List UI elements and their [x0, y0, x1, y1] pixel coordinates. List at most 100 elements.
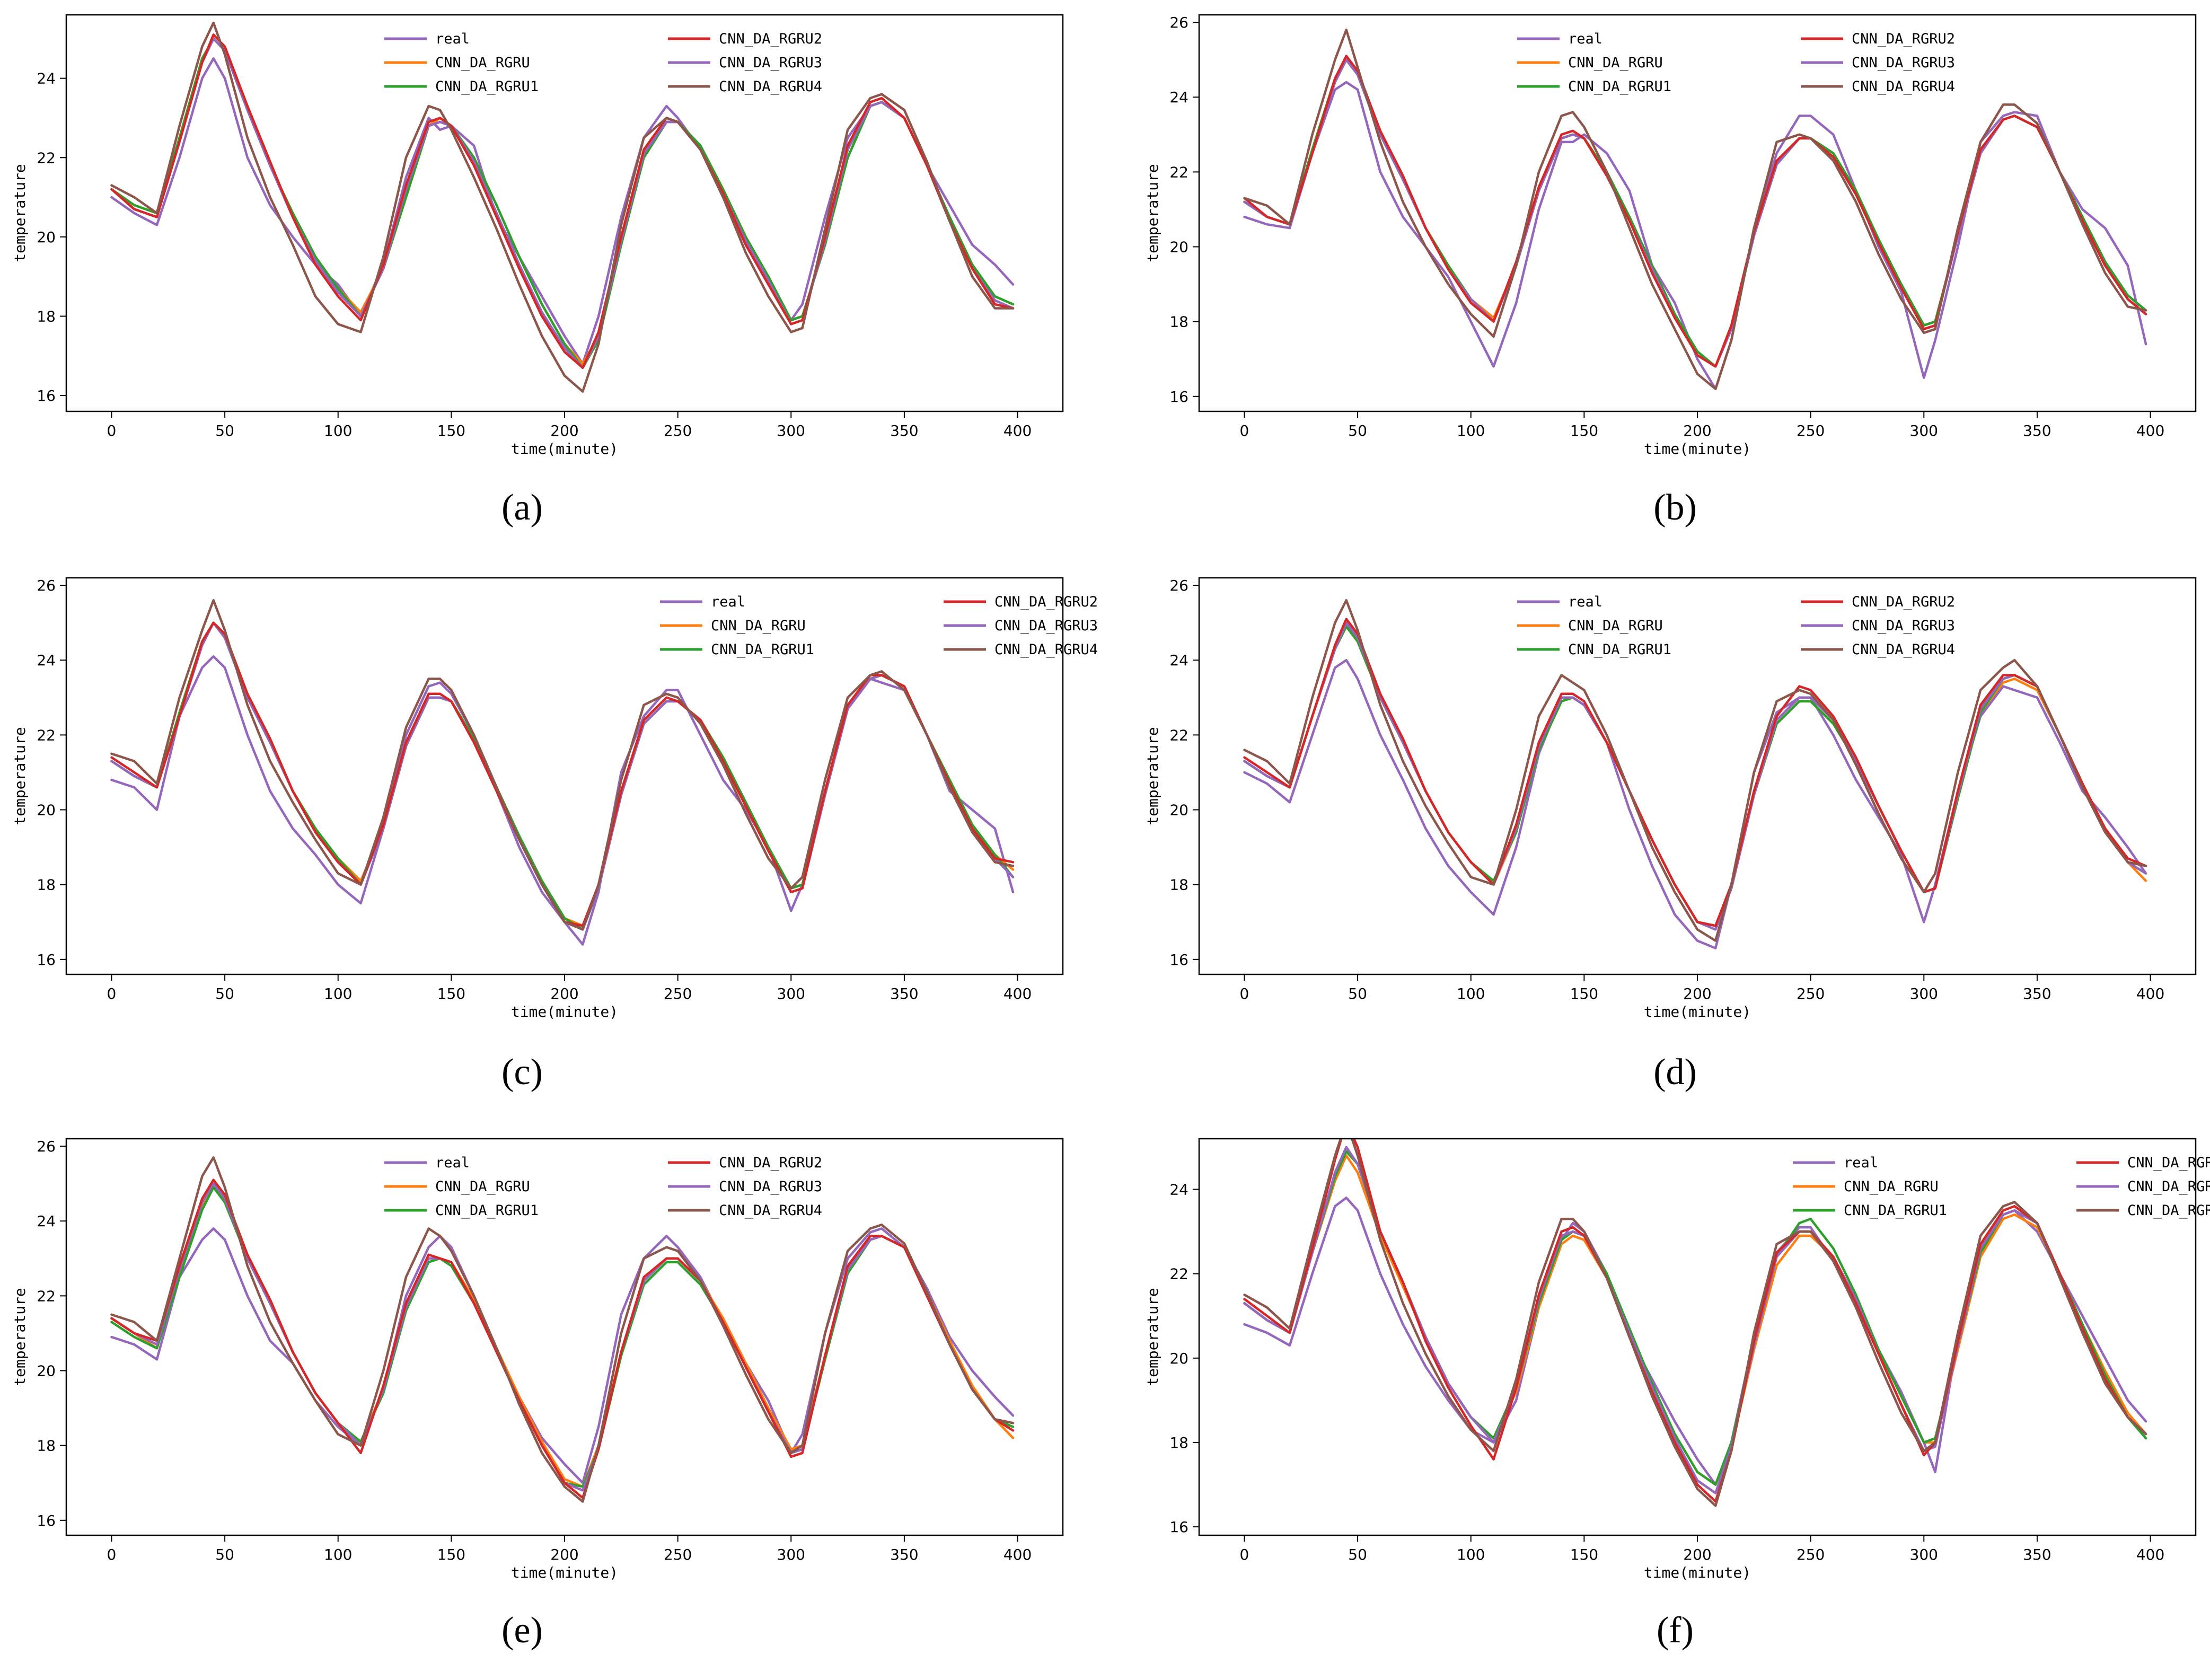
panel-caption: (f): [1657, 1610, 1694, 1651]
x-axis-label: time(minute): [511, 440, 618, 458]
x-tick-label: 250: [664, 422, 692, 439]
x-tick-label: 100: [324, 1546, 352, 1563]
x-tick-label: 350: [890, 985, 918, 1002]
legend-label-cnn-da-rgru4: CNN_DA_RGRU4: [719, 1202, 822, 1219]
series-line-cnn-da-rgru3: [1243, 621, 2147, 931]
x-tick-label: 350: [2023, 1546, 2051, 1563]
y-tick-label: 18: [1169, 876, 1188, 894]
series-line-cnn-da-rgru4: [1243, 1139, 2147, 1507]
legend-label-cnn-da-rgru2: CNN_DA_RGRU2: [1852, 594, 1955, 610]
x-axis-label: time(minute): [1644, 440, 1751, 458]
x-tick-label: 150: [1570, 1546, 1598, 1563]
legend-label-cnn-da-rgru3: CNN_DA_RGRU3: [1852, 55, 1955, 71]
x-tick-label: 300: [777, 1546, 805, 1563]
y-tick-label: 24: [1169, 1181, 1188, 1198]
panel-b: 0 50 100 150 200 250 300 350 400 16 18 20 22 24 26 time…: [1144, 14, 2197, 528]
x-tick-label: 100: [1457, 422, 1485, 439]
x-tick-label: 50: [215, 422, 234, 439]
y-tick-label: 20: [1169, 802, 1188, 819]
series-line-cnn-da-rgru4: [1243, 599, 2147, 942]
legend-label-cnn-da-rgru4: CNN_DA_RGRU4: [1852, 641, 1955, 658]
x-tick-label: 400: [1003, 1546, 1032, 1563]
x-tick-label: 0: [1240, 1546, 1249, 1563]
legend-label-cnn-da-rgru1: CNN_DA_RGRU1: [1568, 78, 1671, 95]
x-tick-label: 200: [550, 422, 578, 439]
x-tick-label: 250: [1797, 1546, 1825, 1563]
y-tick-label: 18: [1169, 1434, 1188, 1452]
x-tick-label: 150: [437, 985, 465, 1002]
series-line-cnn-da-rgru1: [1243, 625, 2147, 927]
y-axis-label: temperature: [1144, 164, 1161, 262]
y-tick-label: 22: [37, 149, 56, 166]
y-tick-label: 26: [37, 577, 56, 594]
x-tick-label: 0: [107, 985, 117, 1002]
y-tick-label: 22: [1169, 1265, 1188, 1283]
x-tick-label: 150: [1570, 422, 1598, 439]
series-line-real: [110, 1227, 1015, 1484]
x-tick-label: 400: [1003, 985, 1032, 1002]
x-tick-label: 300: [777, 422, 805, 439]
legend-label-cnn-da-rgru: CNN_DA_RGRU: [1568, 55, 1663, 71]
series-line-cnn-da-rgru1: [1243, 1150, 2147, 1486]
x-tick-label: 200: [1683, 1546, 1711, 1563]
series-line-cnn-da-rgru3: [110, 37, 1015, 369]
y-tick-label: 20: [37, 1362, 56, 1380]
series-lines: [110, 1156, 1015, 1503]
legend-label-cnn-da-rgru1: CNN_DA_RGRU1: [435, 1202, 539, 1219]
legend-label-cnn-da-rgru3: CNN_DA_RGRU3: [994, 618, 1098, 634]
x-axis-label: time(minute): [1644, 1003, 1751, 1021]
legend: real CNN_DA_RGRU2 CNN_DA_RGRU CNN_DA_RGRU3 C…: [1793, 1155, 2210, 1219]
x-tick-label: 200: [550, 985, 578, 1002]
y-tick-label: 24: [37, 70, 56, 87]
axes-frame: [65, 1138, 1064, 1536]
legend-label-cnn-da-rgru4: CNN_DA_RGRU4: [994, 641, 1098, 658]
y-tick-label: 18: [1169, 313, 1188, 331]
legend-label-real: real: [1568, 594, 1603, 610]
series-line-cnn-da-rgru4: [110, 21, 1015, 393]
legend-label-cnn-da-rgru4: CNN_DA_RGRU4: [719, 78, 822, 95]
x-tick-label: 0: [107, 1546, 117, 1563]
legend-label-cnn-da-rgru3: CNN_DA_RGRU3: [719, 55, 822, 71]
y-tick-label: 22: [37, 1287, 56, 1305]
legend-label-real: real: [435, 31, 470, 47]
legend-label-cnn-da-rgru: CNN_DA_RGRU: [711, 618, 806, 634]
x-tick-label: 400: [2136, 985, 2164, 1002]
x-tick-label: 350: [890, 422, 918, 439]
series-lines: [110, 21, 1015, 393]
series-lines: [110, 599, 1015, 946]
y-tick-label: 16: [37, 387, 56, 404]
x-tick-label: 0: [107, 422, 117, 439]
x-tick-label: 150: [437, 422, 465, 439]
x-axis-label: time(minute): [511, 1564, 618, 1581]
x-tick-label: 50: [1348, 985, 1367, 1002]
legend-label-cnn-da-rgru3: CNN_DA_RGRU3: [2127, 1178, 2210, 1195]
x-tick-label: 350: [2023, 985, 2051, 1002]
panel-caption: (c): [501, 1052, 543, 1093]
legend-label-cnn-da-rgru2: CNN_DA_RGRU2: [1852, 31, 1955, 47]
x-tick-label: 400: [2136, 422, 2164, 439]
y-tick-label: 24: [37, 1212, 56, 1230]
x-tick-label: 100: [1457, 1546, 1485, 1563]
x-tick-label: 250: [1797, 422, 1825, 439]
panel-f: 0 50 100 150 200 250 300 350 400 16 18 20 22 24 time(m…: [1144, 1138, 2210, 1651]
x-tick-label: 300: [1910, 1546, 1938, 1563]
series-lines: [1243, 28, 2147, 390]
panel-caption: (e): [501, 1610, 543, 1651]
y-tick-label: 26: [1169, 14, 1188, 31]
series-lines: [1243, 599, 2147, 949]
x-tick-label: 50: [215, 1546, 234, 1563]
y-tick-label: 24: [1169, 89, 1188, 106]
series-line-cnn-da-rgru3: [1243, 1146, 2147, 1494]
y-tick-label: 16: [1169, 1518, 1188, 1536]
y-tick-label: 22: [1169, 726, 1188, 744]
series-line-cnn-da-rgru1: [110, 1186, 1015, 1488]
y-axis-label: temperature: [11, 164, 29, 262]
x-tick-label: 250: [664, 1546, 692, 1563]
y-tick-label: 22: [37, 726, 56, 744]
panel-caption: (d): [1653, 1052, 1697, 1093]
y-tick-label: 20: [1169, 1350, 1188, 1367]
legend-label-real: real: [711, 594, 745, 610]
x-tick-label: 200: [1683, 422, 1711, 439]
legend-label-cnn-da-rgru: CNN_DA_RGRU: [435, 55, 530, 71]
